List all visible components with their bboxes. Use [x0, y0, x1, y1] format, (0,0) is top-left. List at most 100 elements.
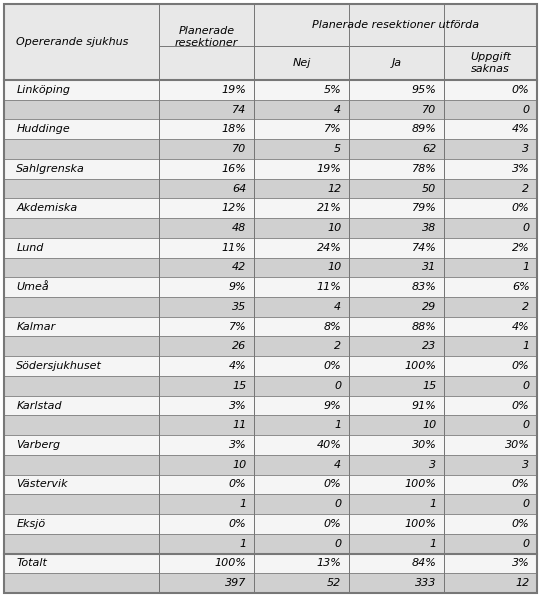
Text: 29: 29 — [422, 302, 437, 312]
Text: 1: 1 — [523, 341, 530, 352]
Text: 24%: 24% — [316, 243, 341, 253]
Bar — [349, 337, 444, 356]
Bar — [444, 455, 537, 475]
Text: 89%: 89% — [412, 124, 437, 134]
Text: 13%: 13% — [316, 558, 341, 568]
Text: Kalmar: Kalmar — [16, 322, 56, 332]
Text: 0: 0 — [334, 538, 341, 549]
Text: 0: 0 — [523, 499, 530, 509]
Bar — [159, 356, 254, 376]
Text: 397: 397 — [225, 578, 246, 588]
Text: 38: 38 — [422, 223, 437, 233]
Bar — [159, 278, 254, 297]
Bar — [444, 80, 537, 100]
Text: 40%: 40% — [316, 440, 341, 450]
Bar — [254, 80, 349, 100]
Bar — [159, 337, 254, 356]
Text: 84%: 84% — [412, 558, 437, 568]
Text: 9%: 9% — [324, 401, 341, 411]
Text: 11%: 11% — [221, 243, 246, 253]
Bar — [444, 573, 537, 593]
Text: 0%: 0% — [324, 361, 341, 371]
Text: 10: 10 — [327, 263, 341, 272]
Text: Planerade
resektioner: Planerade resektioner — [175, 26, 238, 48]
Text: Akdemiska: Akdemiska — [16, 203, 78, 213]
Bar — [254, 396, 349, 416]
Bar — [4, 257, 159, 278]
Bar — [4, 494, 159, 514]
Bar — [349, 198, 444, 218]
Bar — [349, 119, 444, 139]
Bar — [349, 80, 444, 100]
Text: 6%: 6% — [512, 282, 530, 292]
Text: 3: 3 — [429, 460, 437, 470]
Bar — [159, 80, 254, 100]
Text: 0: 0 — [523, 420, 530, 430]
Bar — [4, 553, 159, 573]
Bar — [4, 238, 159, 257]
Text: 16%: 16% — [221, 164, 246, 174]
Bar — [444, 514, 537, 534]
Bar — [159, 159, 254, 179]
Bar — [159, 573, 254, 593]
Text: Karlstad: Karlstad — [16, 401, 62, 411]
Bar — [444, 238, 537, 257]
Bar — [254, 238, 349, 257]
Bar — [4, 119, 159, 139]
Bar — [254, 376, 349, 396]
Text: 95%: 95% — [412, 85, 437, 95]
Bar — [254, 435, 349, 455]
Text: 42: 42 — [232, 263, 246, 272]
Text: 0%: 0% — [512, 401, 530, 411]
Bar — [159, 475, 254, 494]
Text: 0%: 0% — [324, 479, 341, 490]
Text: 88%: 88% — [412, 322, 437, 332]
Text: 0: 0 — [334, 381, 341, 391]
Bar — [159, 4, 254, 80]
Text: 2: 2 — [523, 183, 530, 193]
Text: 333: 333 — [415, 578, 437, 588]
Bar — [4, 337, 159, 356]
Text: 18%: 18% — [221, 124, 246, 134]
Bar — [4, 573, 159, 593]
Text: Planerade resektioner utförda: Planerade resektioner utförda — [312, 20, 479, 30]
Text: 11: 11 — [232, 420, 246, 430]
Bar — [349, 494, 444, 514]
Text: 78%: 78% — [412, 164, 437, 174]
Bar — [4, 376, 159, 396]
Bar — [159, 119, 254, 139]
Bar — [159, 396, 254, 416]
Bar — [4, 100, 159, 119]
Bar — [254, 46, 349, 80]
Text: 9%: 9% — [229, 282, 246, 292]
Bar — [159, 553, 254, 573]
Text: 100%: 100% — [405, 479, 437, 490]
Bar — [349, 159, 444, 179]
Bar — [4, 297, 159, 317]
Text: 15: 15 — [232, 381, 246, 391]
Text: 10: 10 — [422, 420, 437, 430]
Bar — [4, 278, 159, 297]
Text: 15: 15 — [422, 381, 437, 391]
Bar — [444, 475, 537, 494]
Text: 74%: 74% — [412, 243, 437, 253]
Bar — [4, 198, 159, 218]
Text: 83%: 83% — [412, 282, 437, 292]
Text: 1: 1 — [239, 499, 246, 509]
Bar — [444, 139, 537, 159]
Bar — [254, 356, 349, 376]
Bar — [349, 553, 444, 573]
Bar — [254, 455, 349, 475]
Bar — [254, 278, 349, 297]
Bar — [4, 139, 159, 159]
Bar — [444, 376, 537, 396]
Text: Lund: Lund — [16, 243, 44, 253]
Text: 62: 62 — [422, 144, 437, 154]
Bar — [444, 494, 537, 514]
Text: 70: 70 — [422, 104, 437, 115]
Bar — [159, 455, 254, 475]
Bar — [349, 455, 444, 475]
Text: 10: 10 — [327, 223, 341, 233]
Bar — [254, 534, 349, 553]
Bar — [159, 198, 254, 218]
